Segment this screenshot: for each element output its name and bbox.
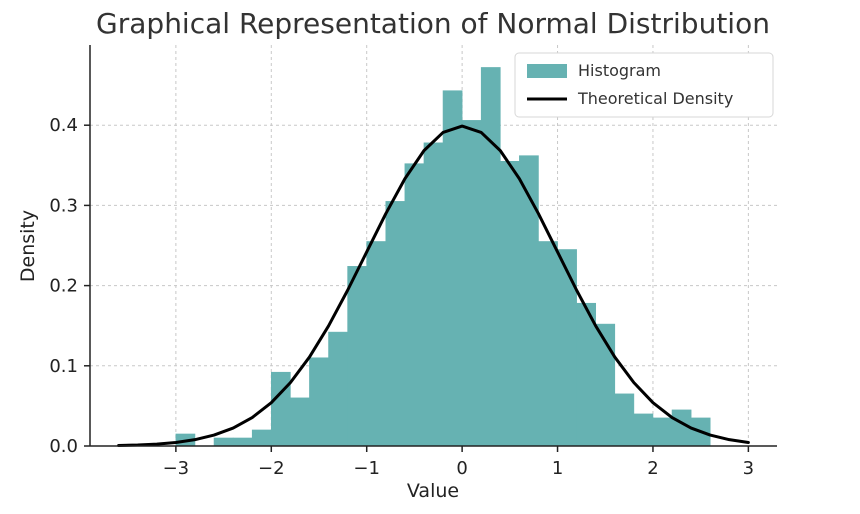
histogram-bar-14 — [442, 90, 463, 447]
histogram-bar-25 — [652, 417, 673, 447]
histogram-bar-4 — [251, 429, 272, 447]
histogram-bar-15 — [461, 120, 482, 447]
histogram-bar-5 — [270, 371, 291, 447]
histogram-bar-9 — [347, 266, 368, 447]
legend-box — [514, 52, 774, 118]
axes — [89, 45, 777, 447]
legend: Histogram Theoretical Density — [514, 52, 774, 118]
histogram-bar-7 — [309, 357, 329, 447]
histogram-bar-2 — [213, 437, 234, 447]
theoretical-density-line — [117, 124, 750, 448]
histogram-bar-23 — [614, 393, 635, 447]
legend-histogram-label: Histogram — [578, 61, 661, 80]
x-tick-label-1: −2 — [258, 458, 285, 479]
histogram-bar-13 — [423, 142, 444, 447]
y-tick-label-3: 0.3 — [49, 195, 78, 216]
histogram-bar-6 — [290, 397, 310, 447]
legend-histogram-swatch — [527, 64, 567, 78]
histogram-bar-16 — [480, 67, 501, 447]
y-axis-label: Density — [17, 210, 39, 282]
histogram-bar-3 — [232, 437, 253, 447]
histogram-bar-8 — [328, 331, 348, 447]
x-tick-label-3: 0 — [456, 458, 467, 479]
histogram-bar-21 — [576, 302, 597, 447]
x-tick-label-4: 1 — [552, 458, 563, 479]
y-tick-label-2: 0.2 — [49, 276, 78, 297]
chart-title: Graphical Representation of Normal Distr… — [96, 7, 770, 40]
x-tick-label-0: −3 — [163, 458, 190, 479]
histogram-bars — [175, 67, 711, 447]
y-tick-label-1: 0.1 — [49, 356, 78, 377]
histogram-bar-12 — [404, 163, 425, 447]
legend-density-label: Theoretical Density — [577, 89, 733, 108]
y-tick-label-4: 0.4 — [49, 115, 78, 136]
axis-ticks: −3 −2 −1 0 1 2 3 0.0 0.1 0.2 0.3 0.4 — [49, 115, 754, 479]
x-axis-label: Value — [407, 480, 459, 502]
histogram-bar-19 — [538, 241, 558, 447]
x-tick-label-2: −1 — [353, 458, 380, 479]
x-tick-label-6: 3 — [743, 458, 754, 479]
histogram-bar-24 — [633, 413, 654, 447]
x-tick-label-5: 2 — [647, 458, 658, 479]
histogram-bar-11 — [385, 201, 406, 447]
y-tick-label-0: 0.0 — [49, 436, 78, 457]
histogram-bar-17 — [499, 160, 520, 447]
histogram-bar-20 — [557, 249, 577, 447]
density-line-layer — [117, 124, 750, 448]
histogram-bar-10 — [366, 241, 387, 447]
